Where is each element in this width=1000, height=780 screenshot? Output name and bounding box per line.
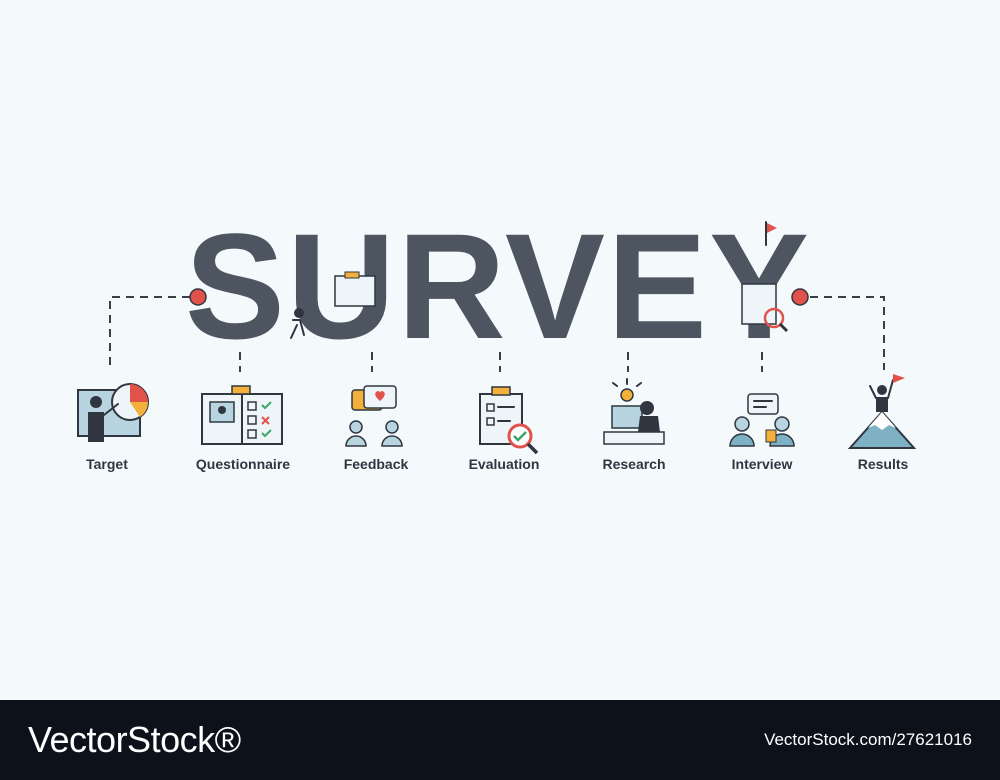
step-label-feedback: Feedback bbox=[344, 456, 409, 472]
questionnaire-clipboard-icon bbox=[201, 385, 283, 445]
step-label-research: Research bbox=[602, 456, 665, 472]
presentation-chart-icon bbox=[77, 383, 149, 442]
footer-bar: VectorStock® VectorStock.com/27621016 bbox=[0, 700, 1000, 780]
headline-checklist-icon bbox=[741, 283, 789, 333]
footer-brand-logo: VectorStock® bbox=[28, 719, 241, 760]
research-desk-icon bbox=[603, 378, 665, 445]
left-node-dot bbox=[189, 288, 207, 306]
step-label-evaluation: Evaluation bbox=[469, 456, 540, 472]
headline-clipboard-icon bbox=[334, 271, 376, 307]
step-label-target: Target bbox=[86, 456, 128, 472]
headline-flag-icon bbox=[765, 221, 777, 246]
evaluation-checklist-icon bbox=[479, 386, 539, 455]
step-label-questionnaire: Questionnaire bbox=[196, 456, 290, 472]
interview-people-icon bbox=[729, 393, 795, 447]
connector-lines bbox=[109, 288, 885, 372]
feedback-chat-icon bbox=[345, 385, 403, 447]
footer-url: VectorStock.com/27621016 bbox=[764, 730, 972, 749]
right-node-dot bbox=[791, 288, 809, 306]
headline-title: SURVEY bbox=[185, 202, 811, 370]
step-label-interview: Interview bbox=[732, 456, 793, 472]
step-label-results: Results bbox=[858, 456, 909, 472]
mountain-flag-icon bbox=[847, 374, 917, 449]
survey-banner-illustration: SURVEY Target bbox=[77, 202, 917, 472]
headline-runner-icon bbox=[290, 308, 305, 339]
